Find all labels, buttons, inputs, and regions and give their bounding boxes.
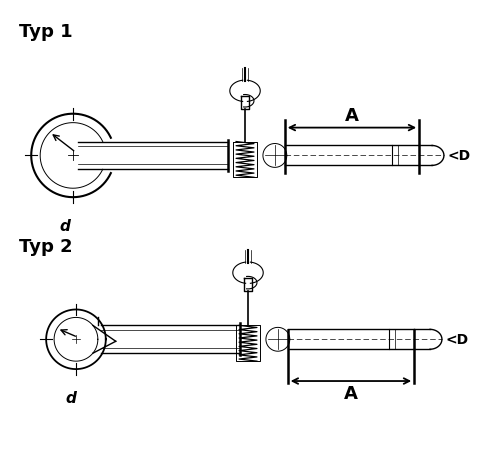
Text: A: A	[344, 385, 358, 403]
Text: A: A	[345, 107, 359, 125]
Text: d: d	[60, 219, 70, 234]
Text: Typ 1: Typ 1	[20, 23, 73, 41]
Text: <D: <D	[446, 333, 469, 347]
Text: Typ 2: Typ 2	[20, 238, 73, 256]
Text: d: d	[66, 391, 76, 406]
Text: <D: <D	[448, 149, 471, 163]
